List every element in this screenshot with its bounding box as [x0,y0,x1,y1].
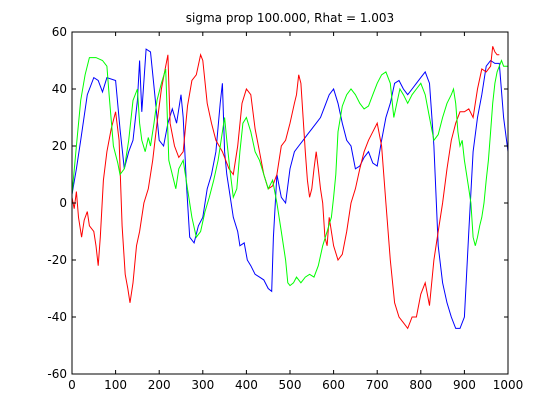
series-line-3 [71,57,508,287]
x-tick-label: 1000 [493,378,524,392]
series-layer [71,46,509,330]
x-tick-label: 500 [279,378,302,392]
y-tick-label: -20 [47,253,67,267]
x-tick-label: 200 [148,378,171,392]
y-tick-label: -40 [47,310,67,324]
x-tick-label: 0 [68,378,76,392]
x-tick-label: 900 [453,378,476,392]
y-tick-label: 60 [52,25,67,39]
y-tick-label: -60 [47,367,67,381]
x-tick-label: 600 [322,378,345,392]
y-tick-label: 40 [52,82,67,96]
series-line-2 [71,46,500,330]
x-tick-label: 800 [409,378,432,392]
y-axis: -60 -40 -20 0 20 40 60 [47,25,508,381]
x-tick-label: 100 [104,378,127,392]
x-tick-label: 300 [191,378,214,392]
y-tick-label: 20 [52,139,67,153]
x-tick-label: 400 [235,378,258,392]
series-line-1 [71,48,509,329]
x-axis: 0 100 200 300 400 500 600 700 800 900 1000 [68,32,523,392]
y-tick-label: 0 [59,196,67,210]
chart-title: sigma prop 100.000, Rhat = 1.003 [186,11,394,25]
x-tick-label: 700 [366,378,389,392]
axes-box [71,31,509,375]
